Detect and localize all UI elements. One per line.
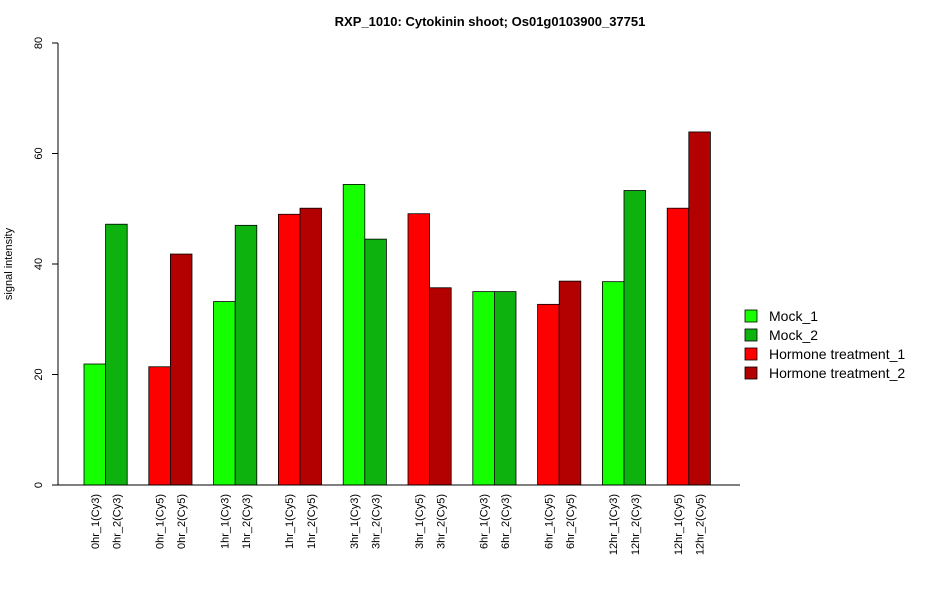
x-tick-label: 6hr_1(Cy5)	[543, 494, 555, 549]
x-tick-labels: 0hr_1(Cy3) 0hr_2(Cy3) 0hr_1(Cy5) 0hr_2(Cy5)…	[90, 494, 707, 555]
y-tick-label: 60	[33, 147, 45, 159]
x-tick-label: 3hr_2(Cy3)	[371, 494, 383, 549]
bar	[83, 363, 107, 486]
x-tick-label: 6hr_2(Cy3)	[500, 494, 512, 549]
legend-label: Hormone treatment_2	[769, 365, 905, 381]
legend-swatch	[744, 366, 758, 380]
x-tick-label: 1hr_1(Cy3)	[219, 494, 231, 549]
x-tick-label: 12hr_1(Cy3)	[608, 494, 620, 555]
x-tick-label: 12hr_2(Cy5)	[695, 494, 707, 555]
bar	[493, 291, 517, 486]
x-tick-label: 3hr_1(Cy5)	[414, 494, 426, 549]
y-tick-label: 80	[33, 37, 45, 49]
bar	[429, 287, 452, 486]
bar	[105, 223, 128, 486]
x-tick-label: 1hr_2(Cy3)	[241, 494, 253, 549]
x-tick-label: 12hr_1(Cy5)	[673, 494, 685, 555]
x-tick-label: 12hr_2(Cy3)	[630, 494, 642, 555]
chart-title: RXP_1010: Cytokinin shoot; Os01g0103900_…	[335, 14, 646, 29]
x-tick-label: 3hr_1(Cy3)	[349, 494, 361, 549]
legend-swatch	[744, 328, 758, 342]
bar	[558, 280, 582, 486]
legend-swatch	[744, 347, 758, 361]
bar	[234, 224, 258, 486]
bar	[213, 301, 236, 486]
x-tick-label: 0hr_2(Cy5)	[176, 494, 188, 549]
x-tick-label: 0hr_1(Cy5)	[155, 494, 167, 549]
bar	[623, 190, 647, 486]
legend-label: Mock_1	[769, 308, 818, 324]
bar	[169, 253, 193, 486]
bars-group	[83, 131, 711, 486]
y-tick-label: 0	[33, 482, 45, 488]
x-tick-label: 6hr_2(Cy5)	[565, 494, 577, 549]
bar	[407, 213, 431, 486]
x-tick-label: 0hr_2(Cy3)	[111, 494, 123, 549]
y-axis: 0 20 40 60 80	[33, 37, 59, 488]
x-tick-label: 1hr_1(Cy5)	[284, 494, 296, 549]
bar	[472, 291, 495, 486]
bar	[342, 184, 366, 486]
legend: Mock_1 Mock_2 Hormone treatment_1 Hormone t…	[744, 308, 905, 381]
bar	[364, 238, 387, 486]
x-tick-label: 0hr_1(Cy3)	[90, 494, 102, 549]
y-axis-label: signal intensity	[3, 227, 15, 300]
bar	[299, 207, 323, 486]
bar	[666, 207, 690, 486]
legend-label: Mock_2	[769, 327, 818, 343]
y-tick-label: 40	[33, 258, 45, 270]
bar	[602, 281, 625, 486]
legend-label: Hormone treatment_1	[769, 346, 905, 362]
bar	[148, 366, 171, 486]
x-tick-label: 1hr_2(Cy5)	[306, 494, 318, 549]
y-tick-label: 20	[33, 368, 45, 380]
legend-swatch	[744, 309, 758, 323]
bar	[688, 131, 711, 486]
x-tick-label: 3hr_2(Cy5)	[435, 494, 447, 549]
bar	[537, 303, 560, 486]
x-tick-label: 6hr_1(Cy3)	[479, 494, 491, 549]
bar	[277, 213, 301, 486]
